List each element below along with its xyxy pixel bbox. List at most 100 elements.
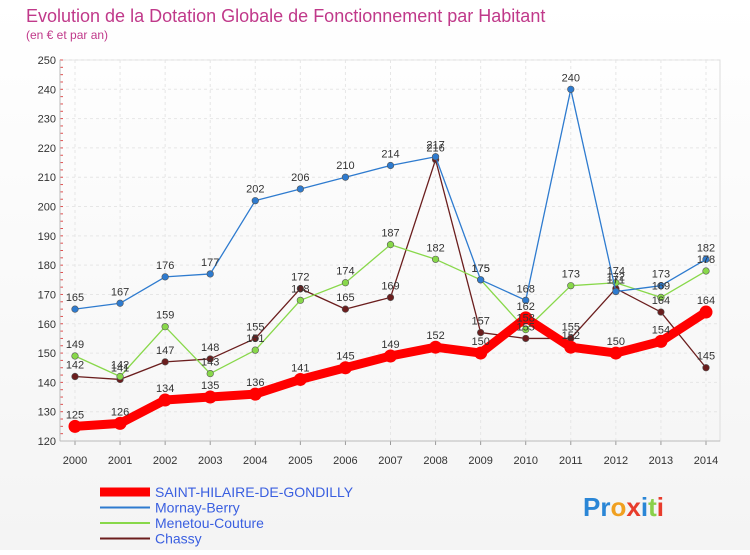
x-tick-label: 2004 <box>243 455 267 467</box>
data-point <box>519 311 533 325</box>
data-point <box>567 282 575 290</box>
data-label: 210 <box>336 160 354 172</box>
chart-subtitle: (en € et par an) <box>26 28 108 42</box>
data-point <box>116 372 124 381</box>
series-layer <box>68 85 713 433</box>
data-point <box>477 276 485 284</box>
data-label: 165 <box>336 292 354 304</box>
data-label: 141 <box>291 362 309 374</box>
data-label: 135 <box>201 380 219 392</box>
data-point <box>657 308 665 316</box>
y-tick-label: 170 <box>38 289 56 301</box>
data-point <box>657 282 665 290</box>
x-tick-label: 2014 <box>694 455 718 467</box>
data-point <box>429 340 443 354</box>
data-label: 173 <box>652 269 670 281</box>
data-label: 168 <box>517 283 535 295</box>
data-label: 164 <box>652 295 670 307</box>
data-label: 142 <box>66 360 84 372</box>
data-point <box>386 241 395 249</box>
data-label: 176 <box>156 260 174 272</box>
data-labels: 125 126 134 135 136 141 145 149 152 150 162 152 150 1… <box>66 72 715 421</box>
data-point <box>699 305 713 319</box>
data-label: 240 <box>562 72 580 84</box>
data-point <box>161 323 169 331</box>
data-point <box>657 293 665 301</box>
x-tick-label: 2012 <box>604 455 628 467</box>
data-label: 125 <box>66 409 84 421</box>
data-label: 172 <box>291 272 309 284</box>
logo-text: Proxiti <box>583 492 664 522</box>
x-tick-label: 2013 <box>649 455 673 467</box>
y-tick-label: 120 <box>38 436 56 448</box>
data-label: 175 <box>471 263 489 275</box>
data-point <box>702 267 710 275</box>
series-mornay-berry <box>71 85 710 313</box>
data-point <box>113 416 127 430</box>
data-label: 136 <box>246 377 264 389</box>
x-tick-label: 2009 <box>468 455 492 467</box>
data-point <box>116 299 124 307</box>
x-tick-label: 2010 <box>513 455 537 467</box>
data-point <box>248 387 262 401</box>
data-point <box>293 372 307 386</box>
data-point <box>71 305 79 313</box>
data-label: 169 <box>381 280 399 292</box>
data-point <box>522 296 530 304</box>
data-point <box>68 419 82 433</box>
data-label: 169 <box>652 280 670 292</box>
data-label: 155 <box>246 321 264 333</box>
data-label: 172 <box>607 272 625 284</box>
data-label: 134 <box>156 383 174 395</box>
data-label: 178 <box>697 254 715 266</box>
data-point <box>203 390 217 404</box>
proxiti-logo: Proxiti <box>583 492 664 522</box>
data-label: 145 <box>697 351 715 363</box>
x-tick-label: 2003 <box>198 455 222 467</box>
data-point <box>158 393 172 407</box>
data-label: 171 <box>607 275 625 287</box>
data-point <box>431 255 440 263</box>
y-tick-label: 140 <box>38 377 56 389</box>
data-point <box>612 287 620 296</box>
data-label: 151 <box>246 333 264 345</box>
data-label: 162 <box>517 301 535 313</box>
axes: 120 130 140 150 160 170 180 190 200 210 220 230 240 2… <box>38 55 720 467</box>
series-menetou-couture <box>71 241 710 381</box>
data-label: 174 <box>336 266 354 278</box>
data-label: 155 <box>517 321 535 333</box>
y-tick-label: 130 <box>38 407 56 419</box>
data-label: 150 <box>471 336 489 348</box>
data-label: 202 <box>246 184 264 196</box>
data-label: 154 <box>652 324 670 336</box>
data-label: 216 <box>426 143 444 155</box>
data-point <box>71 372 79 381</box>
data-label: 142 <box>111 360 129 372</box>
y-tick-label: 240 <box>38 84 56 96</box>
data-label: 214 <box>381 149 399 161</box>
data-point <box>609 346 623 360</box>
data-point <box>206 270 214 278</box>
data-point <box>386 161 395 170</box>
data-label: 159 <box>156 310 174 322</box>
data-point <box>341 305 350 313</box>
data-point <box>522 326 530 334</box>
x-tick-label: 2001 <box>108 455 132 467</box>
data-label: 150 <box>607 336 625 348</box>
data-label: 168 <box>291 283 309 295</box>
data-label: 182 <box>426 242 444 254</box>
x-tick-label: 2002 <box>153 455 177 467</box>
data-label: 152 <box>426 330 444 342</box>
data-point <box>474 346 488 360</box>
legend-label: SAINT-HILAIRE-DE-GONDILLY <box>155 484 354 500</box>
data-label: 126 <box>111 406 129 418</box>
y-tick-label: 200 <box>38 202 56 214</box>
data-label: 149 <box>66 339 84 351</box>
data-point <box>341 173 350 181</box>
data-point <box>338 361 352 375</box>
data-label: 164 <box>697 295 715 307</box>
data-label: 149 <box>381 339 399 351</box>
data-label: 167 <box>111 286 129 298</box>
y-tick-label: 250 <box>38 55 56 67</box>
